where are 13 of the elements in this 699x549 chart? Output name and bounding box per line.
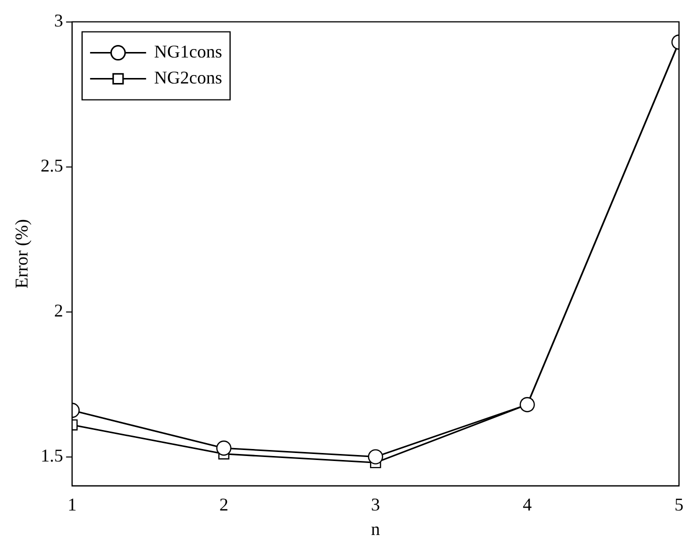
x-tick-label: 3 bbox=[371, 494, 380, 514]
x-tick-label: 1 bbox=[68, 494, 77, 514]
x-tick-label: 5 bbox=[674, 494, 684, 514]
legend-label: NG1cons bbox=[154, 42, 222, 62]
y-tick-label: 2.5 bbox=[40, 156, 64, 176]
x-tick-label: 4 bbox=[522, 494, 532, 514]
legend-label: NG2cons bbox=[154, 68, 222, 88]
y-tick-label: 1.5 bbox=[40, 446, 64, 466]
y-tick-label: 2 bbox=[54, 300, 64, 321]
x-tick-label: 2 bbox=[219, 494, 228, 514]
y-tick-label: 3 bbox=[54, 10, 64, 31]
x-axis-title: n bbox=[371, 518, 380, 539]
y-axis-title: Error (%) bbox=[12, 219, 32, 289]
